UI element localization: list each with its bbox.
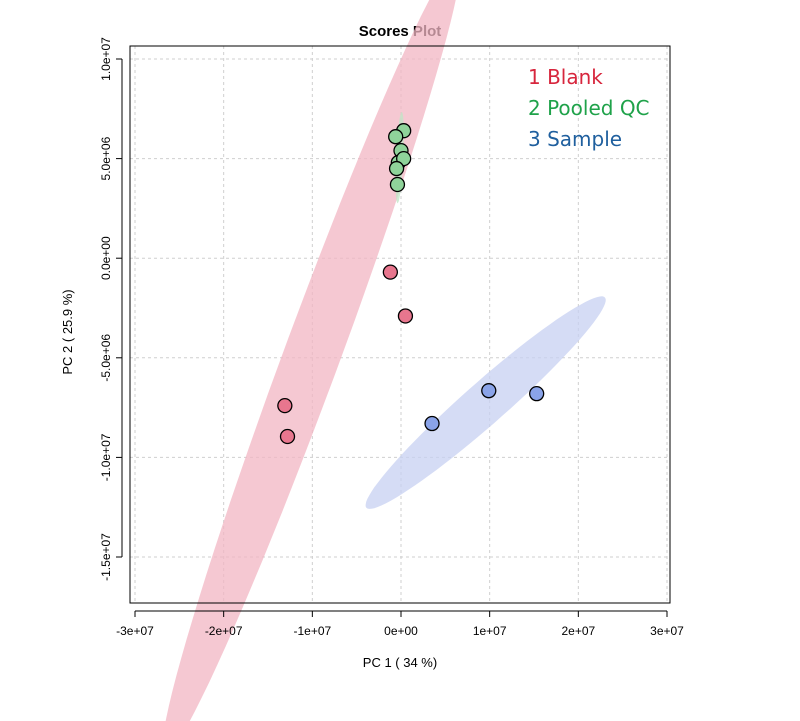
score-points bbox=[277, 123, 545, 445]
x-axis: -3e+07 -2e+07 -1e+07 0e+00 1e+07 2e+07 3e+07 bbox=[116, 610, 684, 638]
x-axis-label: PC 1 ( 34 %) bbox=[363, 655, 437, 670]
y-tick-label: -5.0e+06 bbox=[99, 334, 113, 382]
confidence-ellipse bbox=[165, 0, 456, 721]
x-tick-label: 2e+07 bbox=[561, 624, 595, 638]
score-point bbox=[529, 386, 545, 402]
y-axis-label: PC 2 ( 25.9 %) bbox=[60, 289, 75, 374]
legend-entry: 1 Blank bbox=[528, 65, 603, 89]
y-tick-label: -1.5e+07 bbox=[99, 533, 113, 581]
x-tick-label: -2e+07 bbox=[205, 624, 243, 638]
score-point bbox=[424, 415, 440, 432]
score-point bbox=[388, 160, 405, 177]
x-tick-label: -3e+07 bbox=[116, 624, 154, 638]
y-tick-label: 0.0e+00 bbox=[99, 236, 113, 280]
x-tick-label: 0e+00 bbox=[384, 624, 418, 638]
score-point bbox=[388, 129, 404, 145]
confidence-ellipse bbox=[365, 296, 606, 509]
legend: 1 Blank 2 Pooled QC 3 Sample bbox=[528, 65, 650, 151]
y-axis: -1.5e+07 -1.0e+07 -5.0e+06 0.0e+00 5.0e+06 1.… bbox=[99, 37, 123, 581]
plot-frame bbox=[129, 45, 671, 604]
x-tick-label: 1e+07 bbox=[473, 624, 507, 638]
y-tick-label: 5.0e+06 bbox=[99, 136, 113, 180]
score-point bbox=[397, 308, 414, 324]
score-point bbox=[277, 397, 293, 414]
y-tick-label: 1.0e+07 bbox=[99, 37, 113, 81]
x-tick-label: -1e+07 bbox=[293, 624, 331, 638]
legend-entry: 2 Pooled QC bbox=[528, 96, 650, 120]
score-point bbox=[279, 428, 296, 445]
y-tick-label: -1.0e+07 bbox=[99, 433, 113, 481]
legend-entry: 3 Sample bbox=[528, 127, 622, 151]
score-point bbox=[389, 176, 406, 193]
score-point bbox=[382, 264, 399, 280]
x-tick-label: 3e+07 bbox=[650, 624, 684, 638]
score-point bbox=[481, 383, 497, 399]
